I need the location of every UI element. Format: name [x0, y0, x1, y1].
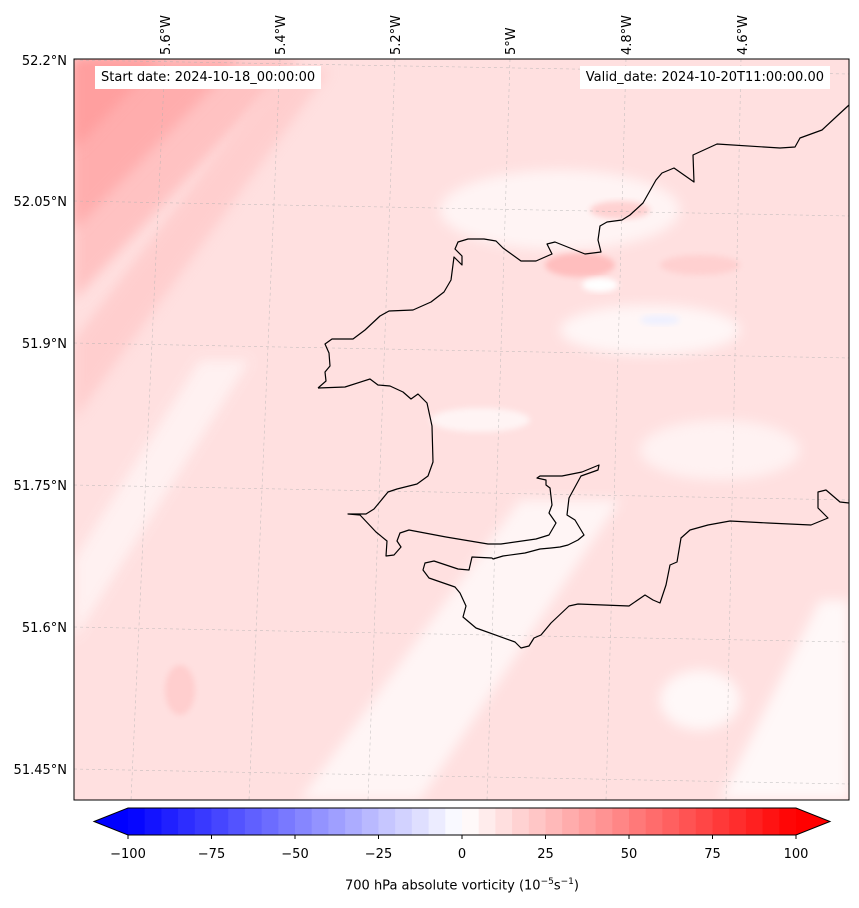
lon-tick-label: 4.6°W	[736, 15, 751, 55]
colorbar-title-mid: s	[553, 878, 561, 894]
colorbar-cell	[545, 808, 563, 835]
lat-tick-label: 52.05°N	[14, 195, 67, 210]
colorbar-cell	[679, 808, 697, 835]
colorbar-cell	[261, 808, 279, 835]
colorbar-cell	[128, 808, 146, 835]
colorbar-cell	[762, 808, 780, 835]
colorbar-tick-label: 75	[704, 847, 721, 862]
colorbar-cell	[211, 808, 229, 835]
colorbar-extend-high	[796, 808, 830, 835]
colorbar-tick-label: 0	[458, 847, 466, 862]
colorbar-cell	[495, 808, 513, 835]
latitude-labels: 52.2°N 52.05°N 51.9°N 51.75°N 51.6°N 51.…	[14, 54, 67, 778]
colorbar-tick-label: 25	[537, 847, 554, 862]
colorbar-extend-low	[94, 808, 128, 835]
lat-tick-label: 51.75°N	[14, 479, 67, 494]
lat-tick-label: 51.6°N	[22, 621, 67, 636]
colorbar-cell	[445, 808, 463, 835]
colorbar-cell	[578, 808, 597, 835]
colorbar-cell	[478, 808, 496, 835]
colorbar-cell	[161, 808, 179, 835]
colorbar-cell	[345, 808, 363, 835]
lon-tick-label: 5°W	[504, 27, 519, 55]
lon-tick-label: 5.2°W	[389, 15, 404, 55]
colorbar-cell	[144, 808, 162, 835]
lat-tick-label: 52.2°N	[22, 54, 67, 69]
colorbar-cell	[428, 808, 446, 835]
colorbar-cell	[411, 808, 430, 835]
colorbar-cell	[528, 808, 547, 835]
colorbar-tick-label: 50	[621, 847, 638, 862]
colorbar-cell	[328, 808, 346, 835]
longitude-labels: 5.6°W 5.4°W 5.2°W 5°W 4.8°W 4.6°W	[159, 15, 751, 55]
colorbar-tick-label: −50	[281, 847, 308, 862]
colorbar-cell	[729, 808, 747, 835]
colorbar-tick-labels: −100 −75 −50 −25 0 25 50 75 100	[110, 847, 808, 862]
colorbar-cell	[712, 808, 730, 835]
map-frame	[73, 58, 850, 801]
colorbar-cell	[194, 808, 213, 835]
colorbar-cell	[645, 808, 663, 835]
colorbar-cell	[311, 808, 329, 835]
colorbar-cell	[695, 808, 714, 835]
colorbar-cell	[662, 808, 680, 835]
colorbar-title-exp2: −1	[560, 877, 574, 887]
colorbar-cell	[562, 808, 580, 835]
colorbar-tick-label: −25	[365, 847, 392, 862]
colorbar-cell	[745, 808, 764, 835]
colorbar-cells	[128, 808, 797, 835]
colorbar-cell	[779, 808, 797, 835]
colorbar-tick-label: −100	[110, 847, 146, 862]
colorbar-cell	[378, 808, 396, 835]
colorbar-ticks	[127, 835, 797, 839]
colorbar-cell	[244, 808, 263, 835]
lon-tick-label: 5.6°W	[159, 15, 174, 55]
colorbar-cell	[512, 808, 530, 835]
lat-tick-label: 51.45°N	[14, 763, 67, 778]
colorbar-title-suffix: )	[573, 878, 579, 894]
colorbar-cell	[462, 808, 480, 835]
colorbar-cell	[612, 808, 630, 835]
colorbar-cell	[295, 808, 313, 835]
colorbar-cell	[595, 808, 613, 835]
colorbar-tick-label: −75	[198, 847, 225, 862]
colorbar-cell	[629, 808, 647, 835]
lon-tick-label: 4.8°W	[620, 15, 635, 55]
colorbar-title: 700 hPa absolute vorticity (10−5s−1)	[0, 877, 859, 893]
colorbar: −100 −75 −50 −25 0 25 50 75 100	[92, 807, 832, 862]
vorticity-field	[74, 59, 849, 800]
start-date-label: Start date: 2024-10-18_00:00:00	[95, 66, 322, 89]
lat-tick-label: 51.9°N	[22, 337, 67, 352]
lon-tick-label: 5.4°W	[274, 15, 289, 55]
valid-date-label: Valid_date: 2024-10-20T11:00:00.00	[579, 66, 830, 89]
colorbar-tick-label: 100	[784, 847, 809, 862]
colorbar-title-prefix: 700 hPa absolute vorticity (10	[345, 878, 541, 894]
colorbar-cell	[178, 808, 196, 835]
colorbar-title-exp1: −5	[540, 877, 554, 887]
graticule	[74, 59, 849, 800]
colorbar-cell	[278, 808, 296, 835]
coastline	[317, 104, 849, 649]
colorbar-cell	[361, 808, 380, 835]
colorbar-cell	[228, 808, 246, 835]
colorbar-cell	[395, 808, 413, 835]
